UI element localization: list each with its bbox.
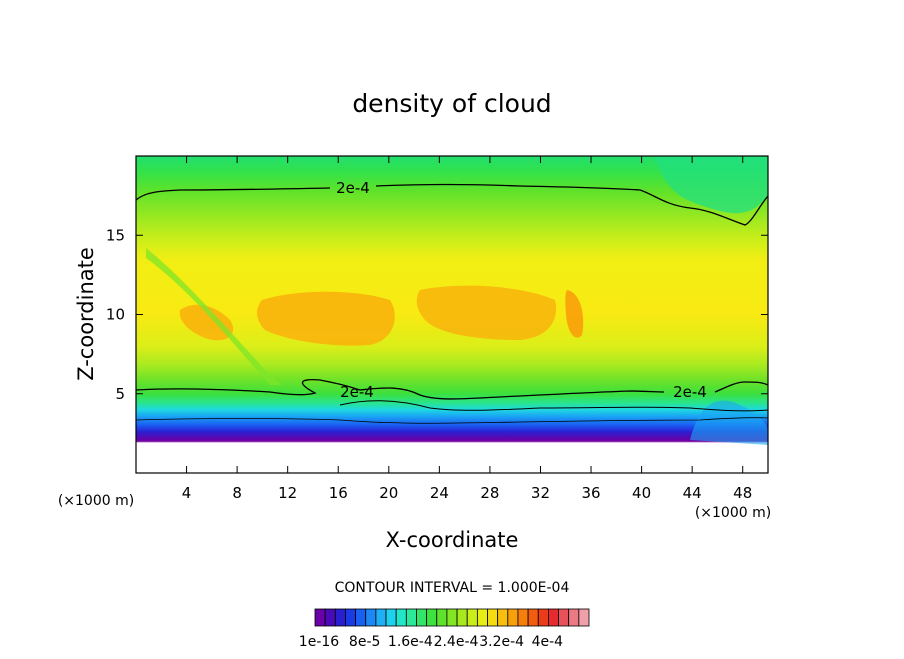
orange-core-center xyxy=(257,291,395,346)
contour-line-base xyxy=(136,417,768,424)
y-tick-label: 15 xyxy=(106,226,125,244)
colorbar-tick-label: 8e-5 xyxy=(349,634,380,650)
colorbar-swatch xyxy=(578,608,590,627)
colorbar-swatch xyxy=(446,608,458,627)
y-axis: 5 10 15 xyxy=(106,226,768,403)
colorbar-swatch xyxy=(568,608,580,627)
colorbar-swatch xyxy=(558,608,570,627)
colorbar-swatch xyxy=(375,608,387,627)
colorbar-swatch xyxy=(548,608,559,627)
colorbar-tick-label: 2.4e-4 xyxy=(434,634,479,650)
colorbar-swatch xyxy=(476,608,488,627)
colorbar-swatch xyxy=(314,608,326,627)
colorbar-tick-label: 1.6e-4 xyxy=(388,634,433,650)
contour-label: 2e-4 xyxy=(673,383,707,401)
x-tick-label: 32 xyxy=(531,484,550,502)
x-tick-label: 36 xyxy=(581,484,600,502)
colorbar-swatch xyxy=(436,608,448,627)
contour-line-lower-2 xyxy=(339,400,768,412)
orange-core-right xyxy=(565,290,584,338)
contour-line-upper xyxy=(136,183,768,226)
x-tick-label: 44 xyxy=(683,484,702,502)
colorbar-tick-label: 1e-16 xyxy=(299,634,339,650)
contour-interval: CONTOUR INTERVAL = 1.000E-04 xyxy=(335,580,570,596)
colorbar-swatch xyxy=(345,608,356,627)
colorbar-swatch xyxy=(385,608,397,627)
x-tick-label: 16 xyxy=(329,484,348,502)
y-axis-title: Z-coordinate xyxy=(74,247,98,381)
contour-label: 2e-4 xyxy=(336,179,370,197)
contour-labels: 2e-4 2e-4 2e-4 xyxy=(336,179,707,401)
colorbar-swatch xyxy=(507,608,519,627)
contour-line-lower xyxy=(136,379,768,400)
upper-right-green-region xyxy=(655,156,768,214)
colorbar-swatch xyxy=(497,608,509,627)
colorbar-swatch xyxy=(517,608,529,627)
colorbar xyxy=(314,608,590,627)
colorbar-swatch xyxy=(466,608,478,627)
x-tick-label: 20 xyxy=(379,484,398,502)
chart-title: density of cloud xyxy=(352,89,551,118)
y-tick-label: 10 xyxy=(106,306,125,324)
contour-field xyxy=(136,156,768,473)
x-tick-label: 28 xyxy=(480,484,499,502)
x-axis: 4 8 12 16 20 24 28 32 36 40 44 48 xyxy=(182,156,752,502)
colorbar-swatch xyxy=(365,608,377,627)
x-tick-label: 24 xyxy=(430,484,449,502)
colorbar-swatch xyxy=(405,608,417,627)
orange-core-mid xyxy=(416,285,557,340)
x-unit-right: (×1000 m) xyxy=(695,505,771,521)
contour-lines xyxy=(136,183,768,424)
colorbar-swatch xyxy=(456,608,468,627)
blue-band-right-bump xyxy=(690,400,768,445)
colorbar-swatch xyxy=(395,608,407,627)
colorbar-swatch xyxy=(416,608,428,627)
y-tick-label: 5 xyxy=(115,385,125,403)
colorbar-tick-label: 4e-4 xyxy=(532,634,564,650)
x-unit-left: (×1000 m) xyxy=(58,493,134,509)
x-tick-label: 12 xyxy=(278,484,297,502)
colorbar-labels: 1e-16 8e-5 1.6e-4 2.4e-4 3.2e-4 4e-4 xyxy=(299,634,563,650)
colorbar-swatch xyxy=(426,608,438,627)
x-tick-label: 48 xyxy=(733,484,752,502)
colorbar-swatch xyxy=(527,608,539,627)
colorbar-tick-label: 3.2e-4 xyxy=(479,634,524,650)
colorbar-swatch xyxy=(537,608,549,627)
colorbar-swatch xyxy=(334,608,346,627)
x-tick-label: 4 xyxy=(182,484,192,502)
orange-core-left xyxy=(179,304,234,341)
contour-label: 2e-4 xyxy=(340,383,374,401)
colorbar-swatch xyxy=(355,608,367,627)
x-tick-label: 40 xyxy=(632,484,651,502)
diagonal-green-streak xyxy=(146,248,282,385)
colorbar-swatch xyxy=(324,608,336,627)
x-tick-label: 8 xyxy=(232,484,242,502)
colorbar-swatch xyxy=(487,608,499,627)
x-axis-title: X-coordinate xyxy=(386,528,519,552)
